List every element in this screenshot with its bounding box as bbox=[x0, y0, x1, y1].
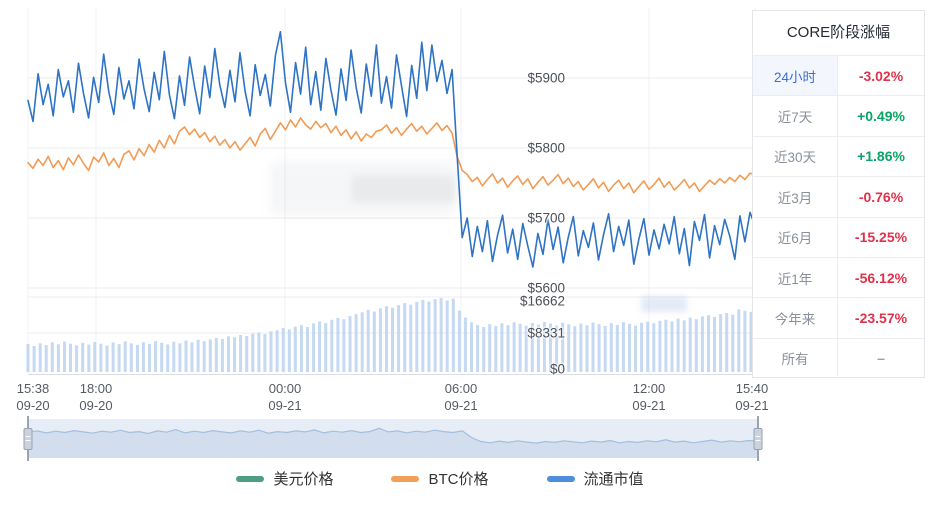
stats-row-label: 24小时 bbox=[753, 56, 838, 96]
stats-row-value: -0.76% bbox=[858, 188, 904, 205]
legend-swatch-icon bbox=[546, 475, 575, 482]
y-axis-label: $5700 bbox=[527, 210, 565, 226]
stats-row-1y[interactable]: 近1年 -56.12% bbox=[753, 257, 924, 299]
range-navigator[interactable] bbox=[23, 416, 763, 461]
stats-row-label: 近3月 bbox=[753, 177, 838, 217]
y-axis-label: $16662 bbox=[519, 293, 565, 309]
stats-row-value: -15.25% bbox=[854, 229, 908, 246]
stats-row-all[interactable]: 所有 – bbox=[753, 338, 924, 378]
legend-item-market-cap[interactable]: 流通市值 bbox=[546, 468, 644, 489]
navigator-mini-chart bbox=[28, 427, 758, 457]
stats-row-label: 近6月 bbox=[753, 217, 838, 257]
stats-panel-rows: 24小时 -3.02% 近7天 +0.49% 近30天 +1.86% 近3月 -… bbox=[753, 56, 924, 378]
navigator-right-handle[interactable] bbox=[753, 416, 763, 461]
y-axis-label: $5600 bbox=[527, 280, 565, 296]
stats-row-value: -3.02% bbox=[858, 67, 904, 84]
stats-row-30d[interactable]: 近30天 +1.86% bbox=[753, 136, 924, 178]
x-axis-label: 12:00 09-21 bbox=[632, 381, 666, 414]
legend-label: 美元价格 bbox=[273, 471, 334, 488]
stats-row-value: +0.49% bbox=[857, 108, 905, 125]
stats-row-label: 近7天 bbox=[753, 96, 838, 136]
stats-row-value: – bbox=[877, 350, 885, 367]
y-axis-label: $0 bbox=[549, 361, 565, 377]
y-axis-label: $8331 bbox=[527, 325, 565, 341]
stats-row-value: -23.57% bbox=[854, 309, 908, 326]
stats-row-value: +1.86% bbox=[857, 148, 905, 165]
legend-label: BTC价格 bbox=[428, 471, 489, 488]
x-axis-label: 15:38 09-20 bbox=[16, 381, 50, 414]
stats-row-24h[interactable]: 24小时 -3.02% bbox=[753, 56, 924, 97]
legend-item-btc-price[interactable]: BTC价格 bbox=[391, 468, 489, 489]
stats-row-7d[interactable]: 近7天 +0.49% bbox=[753, 96, 924, 137]
stats-row-label: 近30天 bbox=[753, 136, 838, 177]
stats-row-ytd[interactable]: 今年来 -23.57% bbox=[753, 298, 924, 339]
stats-panel-title: CORE阶段涨幅 bbox=[753, 11, 924, 56]
stats-row-3m[interactable]: 近3月 -0.76% bbox=[753, 177, 924, 218]
legend-swatch-icon bbox=[236, 475, 265, 482]
x-axis-label: 06:00 09-21 bbox=[444, 381, 478, 414]
y-axis-label: $5800 bbox=[527, 140, 565, 156]
navigator-left-handle[interactable] bbox=[23, 416, 33, 461]
stats-row-label: 今年来 bbox=[753, 298, 838, 338]
stats-row-label: 近1年 bbox=[753, 257, 838, 298]
stats-row-value: -56.12% bbox=[854, 269, 908, 286]
chart-legend: 美元价格 BTC价格 流通市值 bbox=[0, 468, 880, 489]
stats-row-6m[interactable]: 近6月 -15.25% bbox=[753, 217, 924, 258]
x-axis-label: 00:00 09-21 bbox=[268, 381, 302, 414]
legend-item-usd-price[interactable]: 美元价格 bbox=[236, 468, 333, 489]
y-axis-label: $5900 bbox=[527, 70, 565, 86]
x-axis-label: 18:00 09-20 bbox=[79, 381, 113, 414]
navigator-left-grip-icon[interactable] bbox=[23, 427, 33, 450]
x-axis-label: 15:40 09-21 bbox=[735, 381, 769, 414]
stats-row-label: 所有 bbox=[753, 338, 838, 378]
price-chart-area[interactable]: $5900 $5800 $5700 $5600 $16662 $8331 $0 15:38 09… bbox=[0, 0, 769, 414]
legend-swatch-icon bbox=[391, 475, 420, 482]
navigator-right-grip-icon[interactable] bbox=[753, 427, 763, 450]
stats-panel: CORE阶段涨幅 24小时 -3.02% 近7天 +0.49% 近30天 +1.… bbox=[752, 10, 925, 378]
price-chart-canvas bbox=[26, 8, 756, 375]
legend-label: 流通市值 bbox=[583, 471, 644, 488]
